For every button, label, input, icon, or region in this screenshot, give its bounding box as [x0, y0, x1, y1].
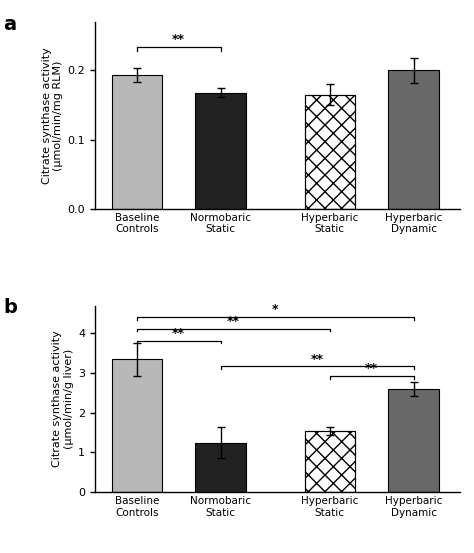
Text: **: ** — [172, 33, 185, 46]
Text: b: b — [4, 298, 18, 317]
Text: **: ** — [365, 362, 378, 375]
Text: *: * — [272, 303, 278, 316]
Bar — [111, 75, 162, 208]
Y-axis label: Citrate synthase activity
(μmol/min/g liver): Citrate synthase activity (μmol/min/g li… — [52, 331, 74, 467]
Text: **: ** — [172, 327, 185, 340]
Bar — [195, 442, 246, 492]
Bar — [305, 431, 355, 492]
Text: **: ** — [310, 352, 324, 366]
Bar — [305, 95, 355, 208]
Y-axis label: Citrate synthase activity
(μmol/min/mg RLM): Citrate synthase activity (μmol/min/mg R… — [42, 47, 63, 184]
Text: a: a — [4, 15, 17, 34]
Bar — [305, 431, 355, 492]
Bar — [195, 92, 246, 208]
Bar — [389, 70, 439, 208]
Bar — [111, 359, 162, 492]
Bar — [389, 389, 439, 492]
Bar — [305, 95, 355, 208]
Text: **: ** — [227, 315, 240, 328]
